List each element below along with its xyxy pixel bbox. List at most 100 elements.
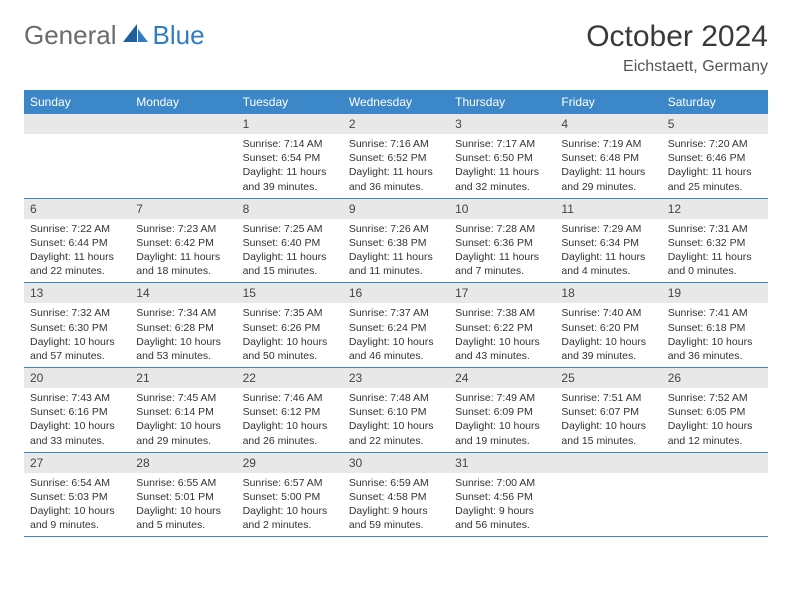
day-number: 19 xyxy=(662,283,768,303)
day-number: 24 xyxy=(449,368,555,388)
sunrise-line: Sunrise: 7:23 AM xyxy=(136,222,230,236)
day-details: Sunrise: 7:35 AMSunset: 6:26 PMDaylight:… xyxy=(237,303,343,367)
sunset-line: Sunset: 6:10 PM xyxy=(349,405,443,419)
sunset-line: Sunset: 4:58 PM xyxy=(349,490,443,504)
calendar-cell: 11Sunrise: 7:29 AMSunset: 6:34 PMDayligh… xyxy=(555,198,661,283)
sunset-line: Sunset: 6:24 PM xyxy=(349,321,443,335)
calendar-cell: 22Sunrise: 7:46 AMSunset: 6:12 PMDayligh… xyxy=(237,368,343,453)
sunrise-line: Sunrise: 7:32 AM xyxy=(30,306,124,320)
daylight-line: Daylight: 10 hours and 53 minutes. xyxy=(136,335,230,363)
weekday-header-row: SundayMondayTuesdayWednesdayThursdayFrid… xyxy=(24,90,768,114)
calendar-cell: 30Sunrise: 6:59 AMSunset: 4:58 PMDayligh… xyxy=(343,452,449,537)
sunrise-line: Sunrise: 7:31 AM xyxy=(668,222,762,236)
daylight-line: Daylight: 11 hours and 32 minutes. xyxy=(455,165,549,193)
day-details: Sunrise: 7:26 AMSunset: 6:38 PMDaylight:… xyxy=(343,219,449,283)
title-block: October 2024 Eichstaett, Germany xyxy=(586,20,768,76)
sunset-line: Sunset: 4:56 PM xyxy=(455,490,549,504)
day-number: 4 xyxy=(555,114,661,134)
day-number: 11 xyxy=(555,199,661,219)
day-number: 7 xyxy=(130,199,236,219)
daylight-line: Daylight: 10 hours and 29 minutes. xyxy=(136,419,230,447)
day-number: 27 xyxy=(24,453,130,473)
day-details: Sunrise: 7:19 AMSunset: 6:48 PMDaylight:… xyxy=(555,134,661,198)
weekday-header: Thursday xyxy=(449,90,555,114)
day-details: Sunrise: 7:25 AMSunset: 6:40 PMDaylight:… xyxy=(237,219,343,283)
day-number: 30 xyxy=(343,453,449,473)
sunset-line: Sunset: 5:01 PM xyxy=(136,490,230,504)
sunset-line: Sunset: 6:54 PM xyxy=(243,151,337,165)
calendar-cell: 6Sunrise: 7:22 AMSunset: 6:44 PMDaylight… xyxy=(24,198,130,283)
calendar-week-row: 1Sunrise: 7:14 AMSunset: 6:54 PMDaylight… xyxy=(24,114,768,198)
day-details: Sunrise: 7:29 AMSunset: 6:34 PMDaylight:… xyxy=(555,219,661,283)
daylight-line: Daylight: 10 hours and 12 minutes. xyxy=(668,419,762,447)
day-number: 28 xyxy=(130,453,236,473)
calendar-cell: 29Sunrise: 6:57 AMSunset: 5:00 PMDayligh… xyxy=(237,452,343,537)
calendar-cell: 18Sunrise: 7:40 AMSunset: 6:20 PMDayligh… xyxy=(555,283,661,368)
daylight-line: Daylight: 10 hours and 22 minutes. xyxy=(349,419,443,447)
calendar-cell: 21Sunrise: 7:45 AMSunset: 6:14 PMDayligh… xyxy=(130,368,236,453)
calendar-cell: 15Sunrise: 7:35 AMSunset: 6:26 PMDayligh… xyxy=(237,283,343,368)
sunrise-line: Sunrise: 7:34 AM xyxy=(136,306,230,320)
sunset-line: Sunset: 6:20 PM xyxy=(561,321,655,335)
sunset-line: Sunset: 6:46 PM xyxy=(668,151,762,165)
sunset-line: Sunset: 6:22 PM xyxy=(455,321,549,335)
day-details: Sunrise: 7:45 AMSunset: 6:14 PMDaylight:… xyxy=(130,388,236,452)
calendar-cell: 17Sunrise: 7:38 AMSunset: 6:22 PMDayligh… xyxy=(449,283,555,368)
calendar-cell-blank xyxy=(662,452,768,537)
calendar-cell-blank xyxy=(24,114,130,198)
day-details: Sunrise: 7:22 AMSunset: 6:44 PMDaylight:… xyxy=(24,219,130,283)
day-details: Sunrise: 7:20 AMSunset: 6:46 PMDaylight:… xyxy=(662,134,768,198)
daylight-line: Daylight: 10 hours and 9 minutes. xyxy=(30,504,124,532)
calendar-cell: 23Sunrise: 7:48 AMSunset: 6:10 PMDayligh… xyxy=(343,368,449,453)
weekday-header: Sunday xyxy=(24,90,130,114)
day-number xyxy=(662,453,768,473)
calendar-cell: 28Sunrise: 6:55 AMSunset: 5:01 PMDayligh… xyxy=(130,452,236,537)
sunset-line: Sunset: 6:32 PM xyxy=(668,236,762,250)
day-details: Sunrise: 7:41 AMSunset: 6:18 PMDaylight:… xyxy=(662,303,768,367)
calendar-cell: 19Sunrise: 7:41 AMSunset: 6:18 PMDayligh… xyxy=(662,283,768,368)
sunrise-line: Sunrise: 6:54 AM xyxy=(30,476,124,490)
day-details: Sunrise: 7:17 AMSunset: 6:50 PMDaylight:… xyxy=(449,134,555,198)
logo: General Blue xyxy=(24,20,205,51)
logo-text-blue: Blue xyxy=(153,20,205,51)
weekday-header: Friday xyxy=(555,90,661,114)
sunset-line: Sunset: 6:05 PM xyxy=(668,405,762,419)
daylight-line: Daylight: 11 hours and 7 minutes. xyxy=(455,250,549,278)
calendar-cell: 16Sunrise: 7:37 AMSunset: 6:24 PMDayligh… xyxy=(343,283,449,368)
daylight-line: Daylight: 11 hours and 29 minutes. xyxy=(561,165,655,193)
day-number: 25 xyxy=(555,368,661,388)
weekday-header: Tuesday xyxy=(237,90,343,114)
sunrise-line: Sunrise: 6:57 AM xyxy=(243,476,337,490)
sunrise-line: Sunrise: 7:35 AM xyxy=(243,306,337,320)
sunrise-line: Sunrise: 7:38 AM xyxy=(455,306,549,320)
day-number: 22 xyxy=(237,368,343,388)
day-details xyxy=(24,134,130,141)
day-number xyxy=(24,114,130,134)
sunset-line: Sunset: 6:26 PM xyxy=(243,321,337,335)
sunrise-line: Sunrise: 7:51 AM xyxy=(561,391,655,405)
daylight-line: Daylight: 10 hours and 43 minutes. xyxy=(455,335,549,363)
calendar-cell-blank xyxy=(130,114,236,198)
sunset-line: Sunset: 6:36 PM xyxy=(455,236,549,250)
weekday-header: Wednesday xyxy=(343,90,449,114)
sunrise-line: Sunrise: 7:29 AM xyxy=(561,222,655,236)
sunset-line: Sunset: 6:44 PM xyxy=(30,236,124,250)
logo-text-general: General xyxy=(24,20,117,51)
calendar-cell: 20Sunrise: 7:43 AMSunset: 6:16 PMDayligh… xyxy=(24,368,130,453)
day-details: Sunrise: 7:52 AMSunset: 6:05 PMDaylight:… xyxy=(662,388,768,452)
day-details: Sunrise: 7:31 AMSunset: 6:32 PMDaylight:… xyxy=(662,219,768,283)
sunrise-line: Sunrise: 7:26 AM xyxy=(349,222,443,236)
calendar-cell: 2Sunrise: 7:16 AMSunset: 6:52 PMDaylight… xyxy=(343,114,449,198)
month-title: October 2024 xyxy=(586,20,768,54)
sunset-line: Sunset: 6:30 PM xyxy=(30,321,124,335)
sunrise-line: Sunrise: 7:46 AM xyxy=(243,391,337,405)
sunrise-line: Sunrise: 7:25 AM xyxy=(243,222,337,236)
day-details: Sunrise: 7:23 AMSunset: 6:42 PMDaylight:… xyxy=(130,219,236,283)
daylight-line: Daylight: 11 hours and 22 minutes. xyxy=(30,250,124,278)
sunset-line: Sunset: 6:52 PM xyxy=(349,151,443,165)
sunrise-line: Sunrise: 7:43 AM xyxy=(30,391,124,405)
sunset-line: Sunset: 5:00 PM xyxy=(243,490,337,504)
logo-sail-icon xyxy=(123,22,149,49)
calendar-cell: 27Sunrise: 6:54 AMSunset: 5:03 PMDayligh… xyxy=(24,452,130,537)
day-number: 13 xyxy=(24,283,130,303)
